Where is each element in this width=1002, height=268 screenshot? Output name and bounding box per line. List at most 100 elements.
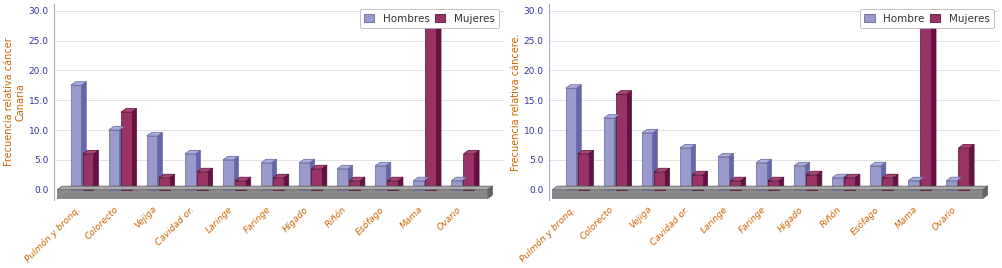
Polygon shape (729, 177, 744, 181)
Bar (387, 181, 398, 190)
Polygon shape (398, 177, 403, 190)
Bar (146, 136, 157, 190)
Bar (222, 160, 233, 190)
Polygon shape (982, 186, 986, 199)
Polygon shape (146, 132, 162, 136)
Bar (577, 154, 588, 190)
Polygon shape (945, 177, 961, 181)
Polygon shape (794, 162, 809, 166)
Bar (552, 190, 982, 199)
Polygon shape (918, 177, 923, 190)
Polygon shape (702, 171, 707, 190)
Bar (337, 169, 348, 190)
Bar (603, 118, 614, 190)
Bar (234, 181, 245, 190)
Polygon shape (70, 82, 86, 85)
Polygon shape (651, 129, 656, 190)
Bar (70, 85, 81, 190)
Bar (83, 154, 93, 190)
Polygon shape (968, 144, 973, 190)
Bar (57, 190, 487, 199)
Bar (641, 133, 651, 190)
Polygon shape (273, 174, 289, 178)
Polygon shape (93, 150, 98, 190)
Bar (261, 163, 272, 190)
Polygon shape (689, 144, 694, 190)
Bar (158, 178, 169, 190)
Polygon shape (360, 177, 365, 190)
Bar (413, 181, 424, 190)
Bar (832, 178, 842, 190)
Bar (184, 154, 195, 190)
Bar (908, 181, 918, 190)
Polygon shape (310, 159, 315, 190)
Bar (958, 148, 968, 190)
Bar (756, 163, 766, 190)
Bar (679, 148, 689, 190)
Polygon shape (169, 174, 174, 190)
Polygon shape (870, 162, 885, 166)
Bar (717, 157, 727, 190)
Polygon shape (842, 174, 847, 190)
Polygon shape (806, 171, 821, 175)
Polygon shape (57, 186, 492, 190)
Bar (691, 175, 702, 190)
Polygon shape (462, 177, 467, 190)
Bar (806, 175, 816, 190)
Polygon shape (436, 13, 441, 190)
Polygon shape (119, 126, 124, 190)
Polygon shape (424, 177, 429, 190)
Polygon shape (641, 129, 656, 133)
Polygon shape (322, 165, 327, 190)
Polygon shape (108, 126, 124, 130)
Polygon shape (196, 168, 212, 172)
Polygon shape (920, 22, 935, 26)
Polygon shape (930, 22, 935, 190)
Polygon shape (337, 165, 353, 169)
Polygon shape (958, 144, 973, 148)
Bar (196, 172, 207, 190)
Polygon shape (222, 156, 238, 160)
Bar (108, 130, 119, 190)
Bar (375, 166, 386, 190)
Y-axis label: Frecuencia relativa cáncere.: Frecuencia relativa cáncere. (510, 33, 520, 171)
Polygon shape (83, 150, 98, 154)
Bar (273, 178, 284, 190)
Polygon shape (487, 186, 492, 199)
Polygon shape (81, 82, 86, 190)
Polygon shape (386, 162, 391, 190)
Polygon shape (882, 174, 897, 178)
Bar (653, 172, 664, 190)
Bar (920, 26, 930, 190)
Polygon shape (387, 177, 403, 181)
Polygon shape (832, 174, 847, 178)
Bar (299, 163, 310, 190)
Y-axis label: Frecuencia relativa cáncer
Canaria: Frecuencia relativa cáncer Canaria (4, 38, 26, 166)
Polygon shape (552, 186, 986, 190)
Polygon shape (451, 177, 467, 181)
Polygon shape (375, 162, 391, 166)
Bar (945, 181, 956, 190)
Bar (729, 181, 740, 190)
Polygon shape (804, 162, 809, 190)
Polygon shape (908, 177, 923, 181)
Polygon shape (880, 162, 885, 190)
Polygon shape (184, 150, 200, 154)
Bar (844, 178, 854, 190)
Polygon shape (299, 159, 315, 163)
Polygon shape (768, 177, 783, 181)
Polygon shape (844, 174, 859, 178)
Polygon shape (233, 156, 238, 190)
Polygon shape (854, 174, 859, 190)
Polygon shape (349, 177, 365, 181)
Polygon shape (576, 85, 581, 190)
Polygon shape (245, 177, 250, 190)
Legend: Hombres, Mujeres: Hombres, Mujeres (360, 9, 498, 28)
Polygon shape (766, 159, 771, 190)
Polygon shape (577, 150, 593, 154)
Polygon shape (717, 153, 732, 157)
Polygon shape (413, 177, 429, 181)
Polygon shape (892, 174, 897, 190)
Polygon shape (756, 159, 771, 163)
Bar (349, 181, 360, 190)
